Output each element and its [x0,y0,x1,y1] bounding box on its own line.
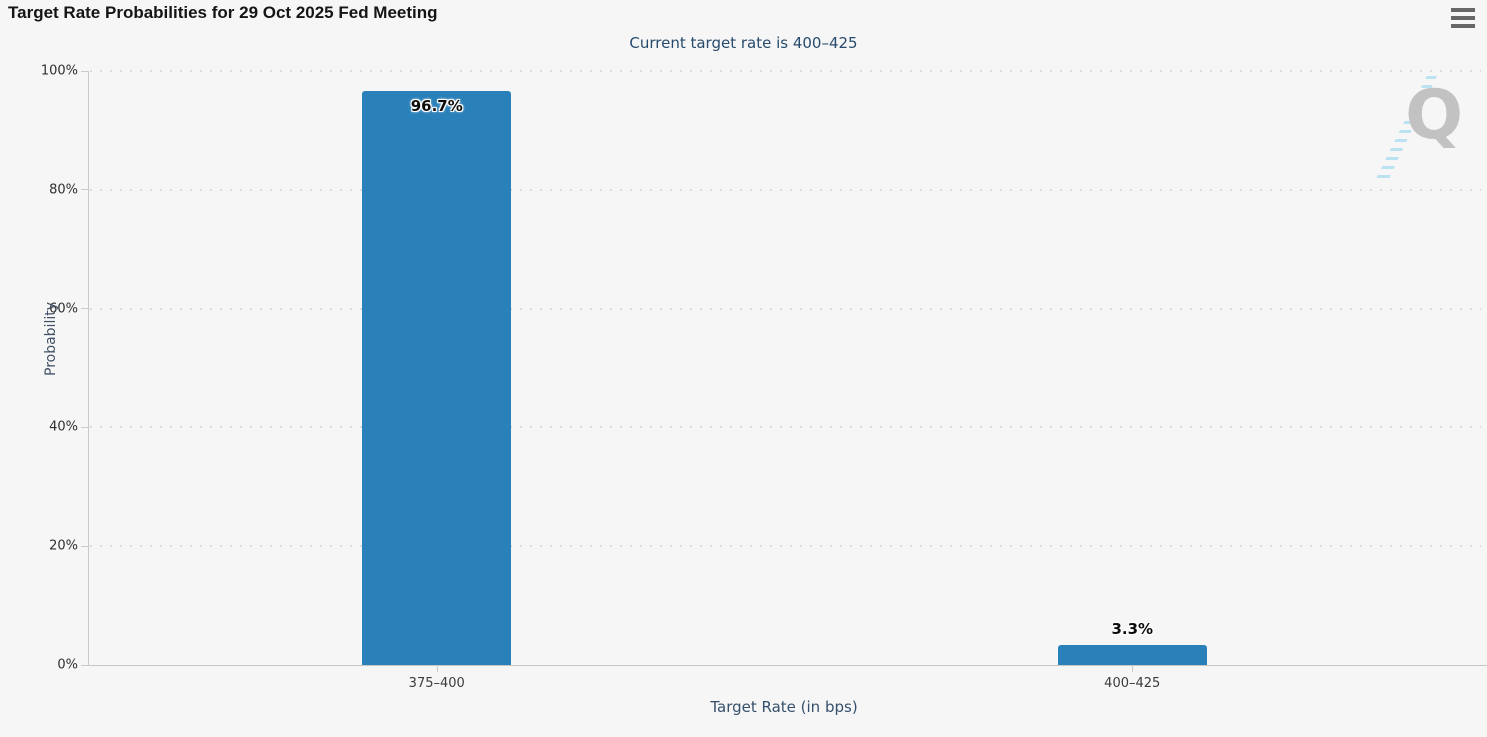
y-tick-label: 0% [57,657,78,673]
y-tick-label: 60% [49,301,78,317]
y-axis-line [88,71,89,665]
bar-value-label: 96.7% [410,96,463,115]
x-category-label: 375–400 [408,676,465,691]
y-axis-title: Probability [43,301,60,376]
chart-title: Target Rate Probabilities for 29 Oct 202… [8,3,438,22]
y-axis-tick [81,664,89,666]
y-axis-tick [81,189,89,191]
bar-value-label: 3.3% [1111,620,1154,639]
y-gridline [90,188,1481,191]
x-axis-tick [436,665,438,672]
x-axis-line [88,665,1487,666]
y-tick-label: 80% [49,182,78,198]
y-tick-label: 20% [49,538,78,554]
hamburger-menu-icon [1451,24,1475,28]
y-axis-tick [81,545,89,547]
chart-context-menu-button[interactable] [1451,7,1477,29]
hamburger-menu-icon [1451,8,1475,12]
hamburger-menu-icon [1451,16,1475,20]
y-gridline [90,426,1481,429]
plot-area: 0% 20% 40% 60% 80% 100% 96.7% 375–400 3.3% 400–42… [41,64,1487,691]
y-gridline [90,545,1481,548]
bar-400-425[interactable] [1057,645,1207,665]
x-axis-tick [1132,665,1134,672]
chart-subtitle: Current target rate is 400–425 [629,34,858,52]
x-axis-title: Target Rate (in bps) [710,698,858,716]
y-axis-tick [81,308,89,310]
y-axis-tick [81,426,89,428]
x-category-label: 400–425 [1104,676,1161,691]
y-tick-label: 40% [49,419,78,435]
y-tick-label: 100% [40,63,78,79]
y-gridline [90,70,1481,72]
y-axis-tick [81,70,89,72]
bar-375-400[interactable] [362,90,512,665]
y-gridline [90,307,1481,310]
